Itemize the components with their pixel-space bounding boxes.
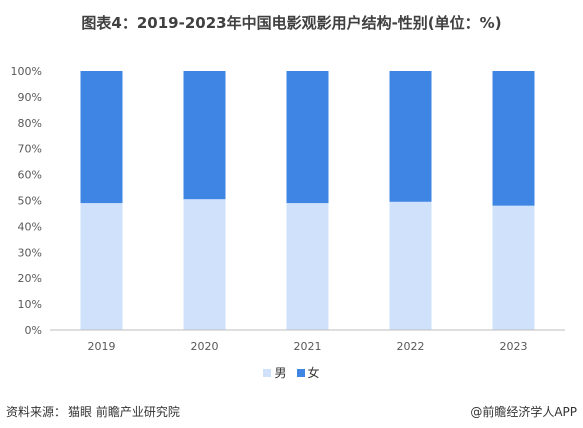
y-tick-label: 70% [18, 143, 42, 156]
bar-male-2020 [183, 199, 226, 330]
bar-male-2019 [80, 203, 123, 330]
source-label: 资料来源： [6, 405, 67, 419]
bar-male-2022 [389, 201, 432, 330]
bar-female-2020 [183, 71, 226, 200]
legend: 男 女 [0, 364, 583, 381]
bar-female-2019 [80, 71, 123, 204]
source-value: 猫眼 前瞻产业研究院 [68, 405, 180, 419]
y-tick-label: 50% [18, 195, 42, 208]
bar-female-2021 [286, 71, 329, 204]
y-tick-label: 20% [18, 272, 42, 285]
source-note: 资料来源： 猫眼 前瞻产业研究院 [6, 403, 182, 420]
y-tick-label: 60% [18, 169, 42, 182]
y-tick-label: 40% [18, 220, 42, 233]
legend-item-female: 女 [296, 364, 320, 381]
x-tick-label: 2022 [397, 340, 425, 353]
x-axis: 2019 2020 2021 2022 2023 [88, 340, 528, 353]
x-tick-label: 2023 [500, 340, 528, 353]
y-tick-label: 100% [11, 65, 42, 78]
y-tick-label: 90% [18, 91, 42, 104]
x-tick-label: 2019 [88, 340, 116, 353]
x-tick-label: 2021 [294, 340, 322, 353]
legend-swatch-male [263, 368, 272, 377]
bars-layer [80, 71, 535, 330]
legend-label-male: 男 [274, 366, 287, 380]
bar-female-2022 [389, 71, 432, 202]
y-axis: 0% 10% 20% 30% 40% 50% 60% 70% 80% 90% 100% [11, 65, 42, 337]
y-tick-label: 10% [18, 298, 42, 311]
bar-male-2021 [286, 203, 329, 330]
chart-title: 图表4：2019-2023年中国电影观影用户结构-性别(单位：%) [81, 14, 502, 32]
y-tick-label: 30% [18, 246, 42, 259]
brand-credit: @前瞻经济学人APP [470, 405, 577, 419]
x-tick-label: 2020 [191, 340, 219, 353]
legend-item-male: 男 [263, 364, 287, 381]
legend-swatch-female [296, 368, 305, 377]
y-tick-label: 80% [18, 117, 42, 130]
bar-male-2023 [492, 205, 535, 330]
y-tick-label: 0% [25, 324, 42, 337]
bar-female-2023 [492, 71, 535, 206]
legend-label-female: 女 [307, 366, 320, 380]
